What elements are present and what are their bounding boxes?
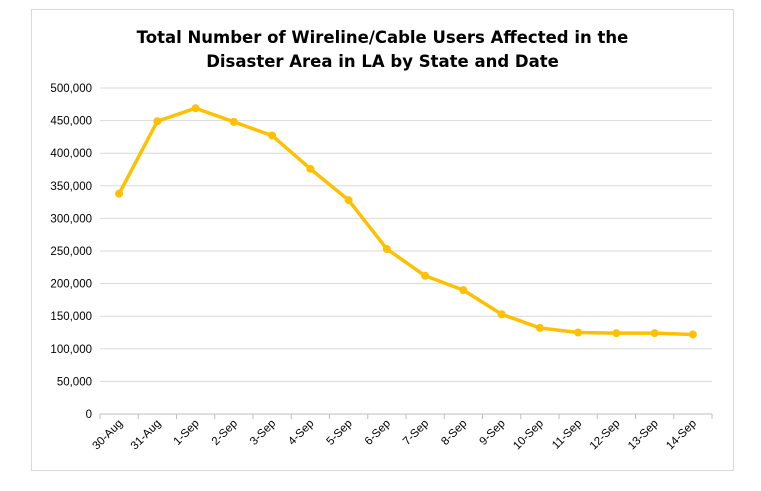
x-tick-label: 11-Sep — [550, 418, 584, 452]
data-point — [497, 310, 506, 319]
y-tick-label: 450,000 — [50, 116, 92, 128]
x-tick-label: 10-Sep — [511, 418, 546, 453]
data-point — [153, 117, 162, 126]
data-point — [191, 104, 200, 113]
data-point — [421, 271, 430, 280]
x-tick-label: 13-Sep — [626, 418, 661, 453]
x-tick-label: 30-Aug — [91, 418, 126, 453]
chart-title-line-2: Disaster Area in LA by State and Date — [206, 52, 559, 71]
y-tick-label: 50,000 — [57, 376, 92, 388]
axes — [99, 413, 713, 419]
x-tick-label: 14-Sep — [664, 418, 699, 453]
x-tick-label: 1-Sep — [172, 418, 202, 448]
y-tick-label: 400,000 — [50, 148, 92, 160]
x-tick-label: 3-Sep — [248, 418, 278, 448]
data-point — [612, 329, 621, 338]
y-tick-label: 100,000 — [50, 344, 92, 356]
chart-area — [31, 9, 734, 471]
data-point — [382, 245, 391, 254]
x-tick-label: 4-Sep — [286, 418, 316, 448]
data-point — [574, 328, 583, 337]
x-tick-label: 5-Sep — [325, 418, 355, 448]
data-point — [459, 286, 468, 295]
y-tick-label: 500,000 — [50, 83, 92, 95]
x-tick-label: 8-Sep — [439, 418, 469, 448]
x-tick-label: 12-Sep — [588, 418, 623, 453]
x-tick-label: 2-Sep — [210, 418, 240, 448]
y-tick-label: 300,000 — [50, 213, 92, 225]
chart-title-line-1: Total Number of Wireline/Cable Users Aff… — [136, 28, 629, 47]
series — [115, 104, 697, 339]
data-point — [344, 196, 353, 205]
y-axis-tick-labels: 0 50,000 100,000 150,000 200,000 250,000 300,0… — [50, 83, 92, 421]
y-tick-label: 0 — [86, 409, 92, 421]
y-tick-label: 250,000 — [50, 246, 92, 258]
y-tick-label: 200,000 — [50, 279, 92, 291]
gridlines — [100, 87, 712, 382]
data-point — [229, 117, 238, 126]
y-tick-label: 350,000 — [50, 181, 92, 193]
x-tick-label: 7-Sep — [401, 418, 431, 448]
y-tick-label: 150,000 — [50, 311, 92, 323]
data-point — [650, 329, 659, 338]
x-axis-tick-labels: 30-Aug 31-Aug 1-Sep 2-Sep 3-Sep 4-Sep 5-Sep 6-S… — [91, 418, 699, 453]
data-point — [115, 189, 124, 198]
data-point — [306, 164, 315, 173]
x-tick-label: 31-Aug — [129, 418, 164, 453]
data-point — [535, 323, 544, 332]
chart-title: Total Number of Wireline/Cable Users Aff… — [31, 26, 734, 74]
data-point — [268, 131, 277, 140]
x-tick-label: 9-Sep — [478, 418, 508, 448]
series-line — [117, 106, 695, 337]
x-tick-label: 6-Sep — [363, 418, 393, 448]
data-point — [688, 330, 697, 339]
